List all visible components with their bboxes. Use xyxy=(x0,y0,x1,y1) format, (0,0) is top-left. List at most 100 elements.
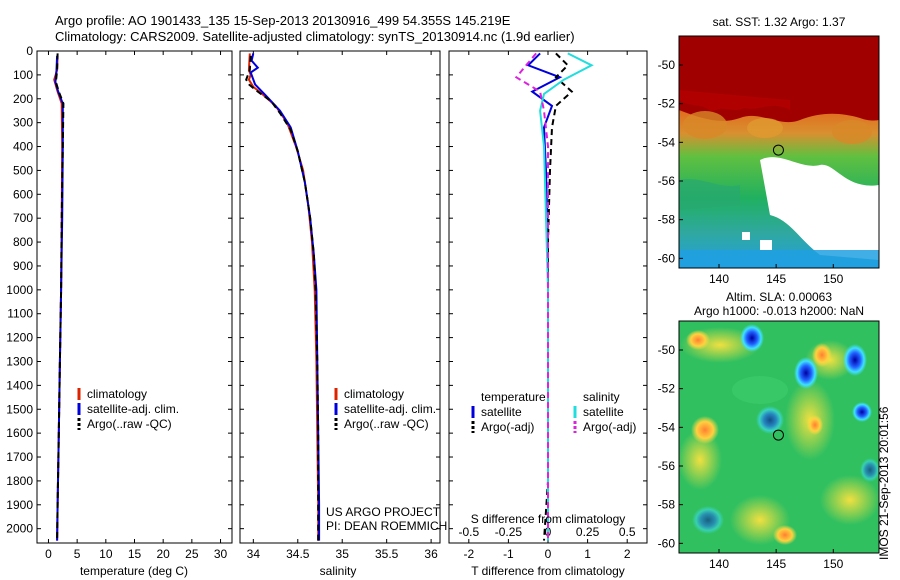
map-lat-label: -58 xyxy=(658,213,676,227)
s-difference-label: S difference from climatology xyxy=(471,512,626,526)
legend-label: satellite-adj. clim. xyxy=(87,402,179,416)
x-tick-label: 30 xyxy=(214,547,228,561)
map-lon-label: 145 xyxy=(766,557,786,571)
legend-title-salinity: salinity xyxy=(583,390,620,404)
title-line-1: Argo profile: AO 1901433_135 15-Sep-2013… xyxy=(55,13,511,28)
x-tick-label: 34 xyxy=(247,547,261,561)
temperature-plot-frame xyxy=(36,50,233,544)
salinity-series xyxy=(245,53,321,541)
series-line-temperature-satellite xyxy=(526,52,563,541)
sst-map-frame xyxy=(678,35,880,269)
x-tick-label: 34.5 xyxy=(286,547,310,561)
x-tick-label: 2 xyxy=(624,547,631,561)
sst-map-ticks: 140 145 150 -50 -52 -54 -56 -58 -60 xyxy=(658,58,844,286)
legend-label: climatology xyxy=(344,387,404,401)
x-tick-label: 25 xyxy=(185,547,199,561)
depth-tick-label: 1400 xyxy=(6,378,33,392)
salinity-axis-ticks: 34 34.5 35 35.5 36 xyxy=(240,50,440,561)
difference-legend: temperature salinitysatelliteArgo(-adj)sa… xyxy=(471,390,636,434)
sst-float-marker xyxy=(772,144,784,156)
depth-tick-label: 900 xyxy=(13,259,33,273)
legend-label: satellite xyxy=(583,405,624,419)
legend-label: Argo(-adj) xyxy=(481,420,534,434)
map-lat-label: -56 xyxy=(658,174,676,188)
temperature-series xyxy=(53,53,65,541)
difference-series xyxy=(514,52,594,541)
x-tick-label: 20 xyxy=(156,547,170,561)
x-tick-label: -2 xyxy=(463,547,474,561)
t-difference-label: T difference from climatology xyxy=(471,564,625,578)
s-tick-label: 0.5 xyxy=(619,525,636,539)
depth-tick-label: 500 xyxy=(13,163,33,177)
depth-tick-label: 300 xyxy=(13,116,33,130)
map-lat-label: -52 xyxy=(658,97,676,111)
series-line-argo-raw-qc xyxy=(245,55,320,541)
depth-tick-label: 1500 xyxy=(6,402,33,416)
series-line-argo-raw-qc xyxy=(54,53,65,541)
map-lon-label: 140 xyxy=(709,557,729,571)
map-lat-label: -50 xyxy=(658,343,676,357)
sst-map-image xyxy=(679,36,879,268)
map-lat-label: -54 xyxy=(658,420,676,434)
depth-tick-label: 200 xyxy=(13,92,33,106)
depth-tick-label: 700 xyxy=(13,211,33,225)
x-tick-label: 1 xyxy=(584,547,591,561)
x-tick-label: 5 xyxy=(74,547,81,561)
series-line-salinity-argo-adj xyxy=(514,52,549,541)
depth-tick-label: 1600 xyxy=(6,426,33,440)
salinity-axis-label: salinity xyxy=(320,564,357,578)
map-lat-label: -50 xyxy=(658,58,676,72)
x-tick-label: 35 xyxy=(336,547,350,561)
depth-tick-label: 600 xyxy=(13,187,33,201)
map-lat-label: -56 xyxy=(658,459,676,473)
depth-tick-label: 2000 xyxy=(6,522,33,536)
legend-title-temperature: temperature xyxy=(481,390,546,404)
x-tick-label: -1 xyxy=(503,547,514,561)
depth-tick-label: 1300 xyxy=(6,354,33,368)
x-tick-label: 0 xyxy=(545,547,552,561)
map-lon-label: 150 xyxy=(823,557,843,571)
map-lon-label: 150 xyxy=(823,272,843,286)
depth-tick-label: 1200 xyxy=(6,331,33,345)
temperature-axis-label: temperature (deg C) xyxy=(80,564,188,578)
legend-label: satellite-adj. clim. xyxy=(344,402,436,416)
depth-tick-label: 1100 xyxy=(7,307,33,321)
sla-map-title: Altim. SLA: 0.00063 xyxy=(726,290,832,304)
salinity-panel: 34 34.5 35 35.5 36 climatologysatellite-adj.… xyxy=(239,50,447,578)
map-lat-label: -58 xyxy=(658,498,676,512)
series-line-satellite-adj-clim xyxy=(249,53,321,541)
legend-label: climatology xyxy=(87,387,147,401)
s-tick-label: -0.5 xyxy=(458,525,479,539)
map-lon-label: 145 xyxy=(766,272,786,286)
pi-annotation: PI: DEAN ROEMMICH xyxy=(326,519,447,533)
difference-panel: -2 -1 0 1 2-0.5 -0.25 0 0.25 0.5 temperature sali… xyxy=(448,50,648,578)
series-line-climatology xyxy=(247,53,320,541)
title-line-2: Climatology: CARS2009. Satellite-adjuste… xyxy=(55,29,575,44)
sla-map-image xyxy=(679,321,879,553)
map-lat-label: -54 xyxy=(658,135,676,149)
legend-label: satellite xyxy=(481,405,522,419)
s-tick-label: 0.25 xyxy=(576,525,600,539)
map-lon-label: 140 xyxy=(709,272,729,286)
timestamp-footer: IMOS 21-Sep-2013 20:01:56 xyxy=(877,406,891,560)
depth-tick-label: 100 xyxy=(13,68,33,82)
sla-map-subtitle: Argo h1000: -0.013 h2000: NaN xyxy=(694,304,864,318)
depth-tick-label: 1700 xyxy=(6,450,33,464)
sla-map-panel: Altim. SLA: 0.00063 Argo h1000: -0.013 h… xyxy=(658,290,880,571)
legend-label: Argo(-adj) xyxy=(583,420,636,434)
map-lat-label: -60 xyxy=(658,536,676,550)
project-annotation: US ARGO PROJECT xyxy=(326,505,441,519)
x-tick-label: 10 xyxy=(99,547,113,561)
sst-map-title: sat. SST: 1.32 Argo: 1.37 xyxy=(713,15,846,29)
depth-tick-label: 400 xyxy=(13,140,33,154)
depth-tick-label: 1800 xyxy=(6,474,33,488)
depth-tick-label: 1000 xyxy=(6,283,33,297)
x-tick-label: 36 xyxy=(424,547,438,561)
x-tick-label: 15 xyxy=(128,547,142,561)
depth-tick-label: 1900 xyxy=(6,498,33,512)
map-lat-label: -60 xyxy=(658,251,676,265)
sst-map-panel: sat. SST: 1.32 Argo: 1.37 140 145 150 -50 -5… xyxy=(658,15,880,286)
depth-tick-label: 0 xyxy=(26,44,33,58)
